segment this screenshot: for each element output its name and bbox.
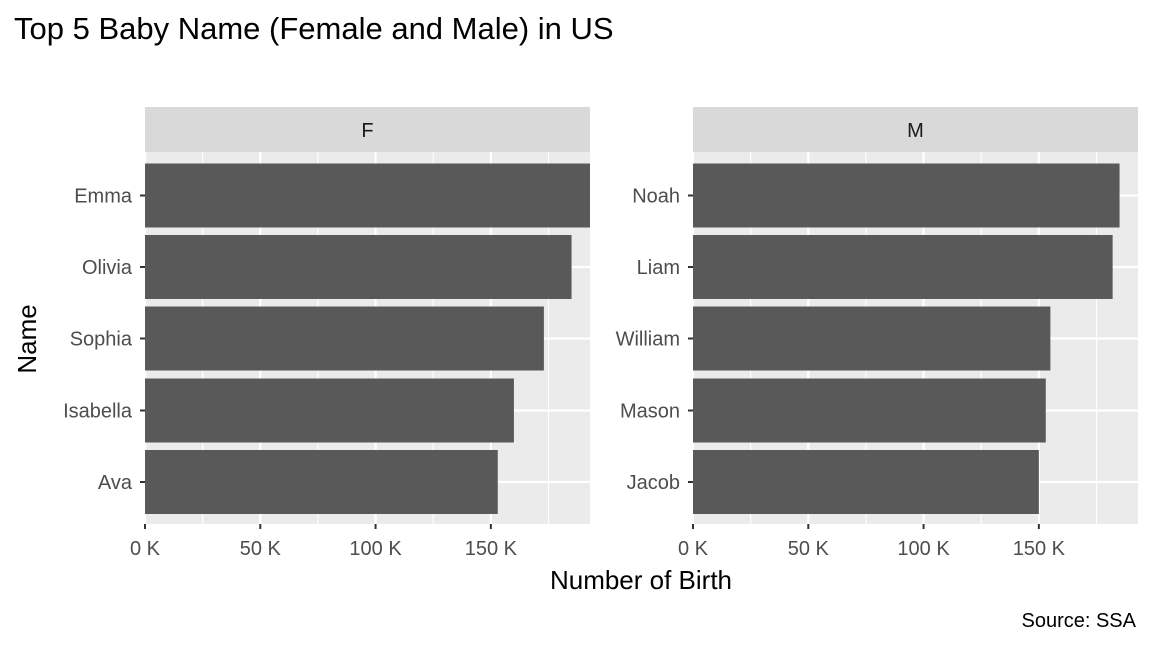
source-caption: Source: SSA xyxy=(1021,610,1136,632)
y-tick-label: Sophia xyxy=(70,329,133,351)
x-tick-label: 100 K xyxy=(349,538,402,560)
y-tick-label: William xyxy=(616,329,680,351)
x-tick-label: 150 K xyxy=(465,538,518,560)
y-axis-title: Name xyxy=(12,304,42,373)
x-tick-label: 100 K xyxy=(897,538,950,560)
y-tick-label: Noah xyxy=(632,186,680,208)
x-tick-label: 50 K xyxy=(788,538,830,560)
y-tick-label: Liam xyxy=(637,257,680,279)
bar-william xyxy=(693,306,1051,371)
y-tick-label: Isabella xyxy=(63,401,133,423)
y-tick-label: Mason xyxy=(620,401,680,423)
y-tick-label: Olivia xyxy=(82,257,133,279)
x-tick-label: 50 K xyxy=(240,538,282,560)
x-axis-title: Number of Birth xyxy=(550,565,732,595)
x-tick-label: 0 K xyxy=(130,538,161,560)
bar-noah xyxy=(693,163,1120,228)
panels-layer: F Emma Olivia Sophia Isabella Ava 0 K 50 K 100 K… xyxy=(63,107,1138,560)
bar-olivia xyxy=(145,235,572,299)
y-tick-label: Emma xyxy=(74,186,133,208)
bar-isabella xyxy=(145,378,514,443)
bar-liam xyxy=(693,235,1113,299)
x-tick-label: 0 K xyxy=(678,538,709,560)
facet-panel-f: F Emma Olivia Sophia Isabella Ava 0 K 50 K 100 K… xyxy=(63,107,590,560)
bar-sophia xyxy=(145,306,544,371)
facet-strip-label: F xyxy=(361,120,373,142)
bar-emma xyxy=(145,163,590,228)
y-tick-label: Jacob xyxy=(627,472,680,494)
facet-strip xyxy=(145,107,590,152)
bar-jacob xyxy=(693,450,1039,514)
bar-mason xyxy=(693,378,1046,443)
bar-ava xyxy=(145,450,498,514)
y-tick-label: Ava xyxy=(98,472,133,494)
facet-panel-m: M Noah Liam William Mason Jacob 0 K 50 K 100 K 15… xyxy=(616,107,1138,560)
facet-strip-label: M xyxy=(907,120,924,142)
x-tick-label: 150 K xyxy=(1013,538,1066,560)
facet-strip xyxy=(693,107,1138,152)
chart-title: Top 5 Baby Name (Female and Male) in US xyxy=(14,11,614,46)
